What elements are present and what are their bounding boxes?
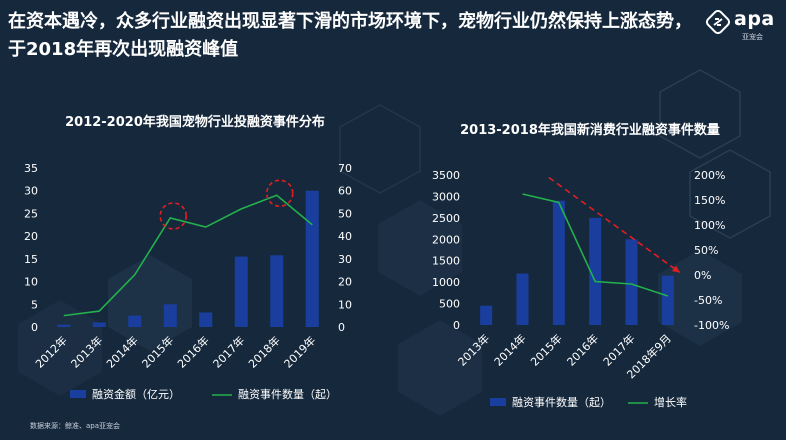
y-left-tick-label: 2000 (432, 233, 460, 246)
hexagon-filled (18, 300, 102, 396)
y-left-tick-label: 0 (453, 319, 460, 332)
x-tick-label: 2016年 (174, 333, 211, 370)
y-left-tick-label: 1000 (432, 276, 460, 289)
highlight-circle (159, 202, 188, 230)
y-left-tick-label: 1500 (432, 255, 460, 268)
y-left-tick-label: 3500 (432, 169, 460, 182)
bar (128, 315, 142, 327)
bar (57, 324, 71, 327)
y-right-tick-label: 70 (338, 162, 352, 175)
x-tick-label: 2018年 (245, 333, 282, 370)
bar (625, 239, 638, 325)
x-tick-label: 2012年 (32, 333, 69, 370)
x-tick-label: 2013年 (455, 331, 492, 368)
y-right-tick-label: -100% (694, 319, 729, 332)
y-left-tick-label: 35 (24, 162, 38, 175)
apa-logo-icon (706, 10, 730, 34)
y-left-tick-label: 0 (31, 321, 38, 334)
legend-label: 融资金额（亿元） (92, 387, 180, 401)
y-left-tick-label: 15 (24, 253, 38, 266)
x-tick-label: 2016年 (564, 331, 601, 368)
highlight-circle (265, 179, 294, 208)
x-tick-label: 2017年 (600, 331, 637, 368)
y-left-tick-label: 500 (439, 298, 460, 311)
y-left-tick-label: 3000 (432, 190, 460, 203)
data-source-note: 数据来源：鲸准、apa亚宠会 (30, 422, 121, 430)
chart-1-title: 2012-2020年我国宠物行业投融资事件分布 (65, 115, 325, 130)
y-right-tick-label: 20 (338, 276, 352, 289)
legend-label: 融资事件数量（起） (512, 396, 611, 409)
bar (234, 256, 248, 327)
y-right-tick-label: 40 (338, 230, 352, 243)
y-right-tick-label: 0 (338, 321, 345, 334)
hexagon-filled (658, 250, 742, 346)
apa-logo-subtext: 亚宠会 (742, 33, 763, 41)
apa-logo-text: apa (734, 8, 775, 30)
x-tick-label: 2014年 (491, 331, 528, 368)
hexagon-outline (689, 149, 771, 239)
bar (516, 273, 529, 325)
chart-2: 0 500 1000 1500 2000 2500 3000 3500 -100% -50% 0% 5… (432, 169, 729, 409)
line-series (63, 194, 313, 317)
hexagon-outline (339, 104, 421, 194)
y-left-tick-label: 20 (24, 230, 38, 243)
bar (589, 217, 602, 325)
y-right-tick-label: 0% (694, 269, 711, 282)
legend-swatch-bar (70, 390, 86, 398)
y-left-tick-label: 2500 (432, 212, 460, 225)
y-left-tick-label: 30 (24, 185, 38, 198)
hexagon-filled (378, 200, 462, 296)
x-tick-label: 2019年 (281, 333, 318, 370)
x-tick-label: 2013年 (68, 333, 105, 370)
x-tick-label: 2015年 (527, 331, 564, 368)
y-right-tick-label: 50% (694, 244, 718, 257)
legend-label: 融资事件数量（起） (238, 388, 337, 401)
y-right-tick-label: 200% (694, 169, 725, 182)
y-left-tick-label: 10 (24, 276, 38, 289)
y-left-tick-label: 5 (31, 298, 38, 311)
legend-swatch-bar (490, 398, 506, 406)
legend-label: 增长率 (654, 395, 687, 409)
bar (92, 322, 106, 327)
x-tick-label: 2014年 (103, 333, 140, 370)
y-right-tick-label: -50% (694, 294, 722, 307)
y-right-tick-label: 30 (338, 253, 352, 266)
headline: 在资本遇冷，众多行业融资出现显著下滑的市场环境下，宠物行业仍然保持上涨态势，于2… (8, 11, 692, 60)
bar (270, 255, 284, 327)
x-tick-label: 2017年 (210, 333, 247, 370)
x-tick-label: 2015年 (139, 333, 176, 370)
bar (305, 190, 319, 327)
bar (480, 305, 493, 325)
y-right-tick-label: 150% (694, 194, 725, 207)
bar (199, 312, 213, 327)
bar (163, 304, 177, 327)
hexagon-outline (659, 69, 741, 159)
chart-2-title: 2013-2018年我国新消费行业融资事件数量 (460, 123, 720, 138)
trend-arrow-line (548, 176, 681, 274)
y-right-tick-label: 60 (338, 185, 352, 198)
y-right-tick-label: 50 (338, 207, 352, 220)
bar (552, 200, 565, 325)
bar (661, 275, 674, 325)
y-left-tick-label: 25 (24, 207, 38, 220)
y-right-tick-label: 10 (338, 298, 352, 311)
hexagon-filled (398, 320, 482, 416)
y-right-tick-label: 100% (694, 219, 725, 232)
apa-logo: apa 亚宠会 (706, 8, 778, 41)
line-series (522, 193, 669, 297)
chart-1: 051015202530350102030405060702012年2013年2… (24, 162, 352, 401)
trend-arrow-head (671, 265, 680, 273)
